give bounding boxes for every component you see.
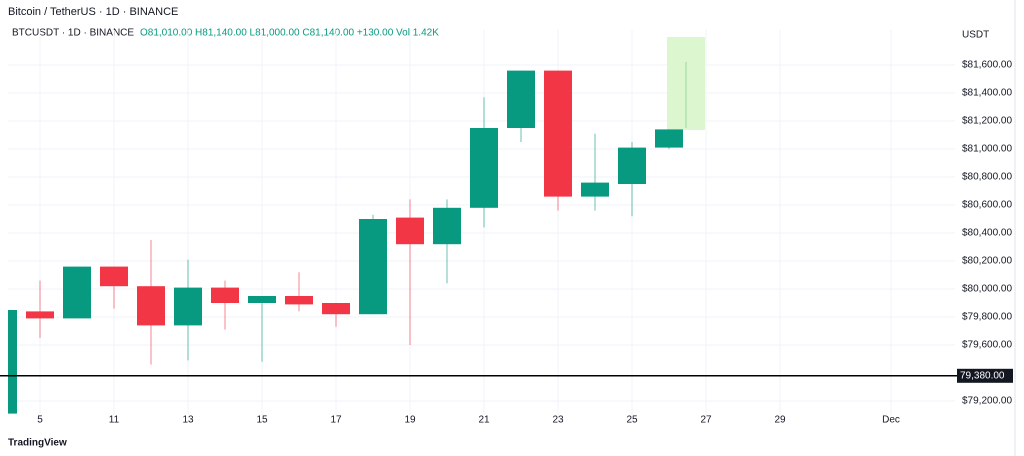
candle-body: [322, 303, 350, 315]
y-tick-label: $79,800.00: [962, 312, 1012, 323]
candle-body: [211, 287, 239, 303]
x-tick-label: 5: [37, 415, 43, 426]
y-tick-label: $80,000.00: [962, 284, 1012, 295]
candle-body: [359, 219, 387, 315]
y-tick-label: $79,600.00: [962, 340, 1012, 351]
candle-body: [100, 266, 128, 287]
price-label: 79,380.00: [960, 370, 1005, 381]
x-tick-label: 13: [182, 415, 194, 426]
chart-subtitle: BTCUSDT · 1D · BINANCE: [12, 28, 134, 39]
candle-body: [544, 70, 572, 197]
candle-body: [63, 266, 91, 319]
y-tick-label: $80,800.00: [962, 172, 1012, 183]
candle-body: [507, 70, 535, 128]
candle-body: [174, 287, 202, 326]
x-tick-label: 21: [478, 415, 490, 426]
candles: [8, 70, 683, 414]
candle-body: [655, 129, 683, 148]
grid: [8, 30, 955, 415]
y-tick-label: $80,200.00: [962, 256, 1012, 267]
currency: USDT: [962, 30, 989, 41]
candle-body: [137, 286, 165, 326]
ohlc-legend: O81,010.00 H81,140.00 L81,000.00 C81,140…: [140, 28, 439, 39]
candle-body: [470, 128, 498, 208]
x-tick-label: 27: [700, 415, 712, 426]
x-tick-label: Dec: [882, 415, 900, 426]
y-tick-label: $81,400.00: [962, 88, 1012, 99]
y-tick-label: $81,600.00: [962, 60, 1012, 71]
x-tick-label: 25: [626, 415, 638, 426]
y-tick-label: $80,600.00: [962, 200, 1012, 211]
price-label-bg: [957, 368, 1013, 383]
x-tick-label: 19: [404, 415, 416, 426]
candle-body: [581, 182, 609, 197]
candle-body: [8, 310, 17, 414]
candle-body: [248, 296, 276, 303]
y-tick-label: $79,200.00: [962, 396, 1012, 407]
y-tick-label: $80,400.00: [962, 228, 1012, 239]
y-tick-label: $81,000.00: [962, 144, 1012, 155]
candle-body: [396, 217, 424, 245]
axis: $81,600.00 $81,400.00 $81,200.00 $81,000.00…: [0, 60, 1013, 426]
candle-body: [26, 311, 54, 319]
x-tick-label: 29: [774, 415, 786, 426]
x-tick-label: 11: [109, 415, 120, 426]
x-tick-label: 17: [330, 415, 342, 426]
chart-title: Bitcoin / TetherUS · 1D · BINANCE: [8, 6, 178, 18]
brand: TradingView: [8, 438, 67, 449]
x-tick-label: 15: [256, 415, 268, 426]
y-tick-label: $81,200.00: [962, 116, 1012, 127]
candle-body: [285, 296, 313, 305]
x-tick-label: 23: [552, 415, 564, 426]
candle-body: [433, 207, 461, 245]
candle-body: [618, 147, 646, 184]
